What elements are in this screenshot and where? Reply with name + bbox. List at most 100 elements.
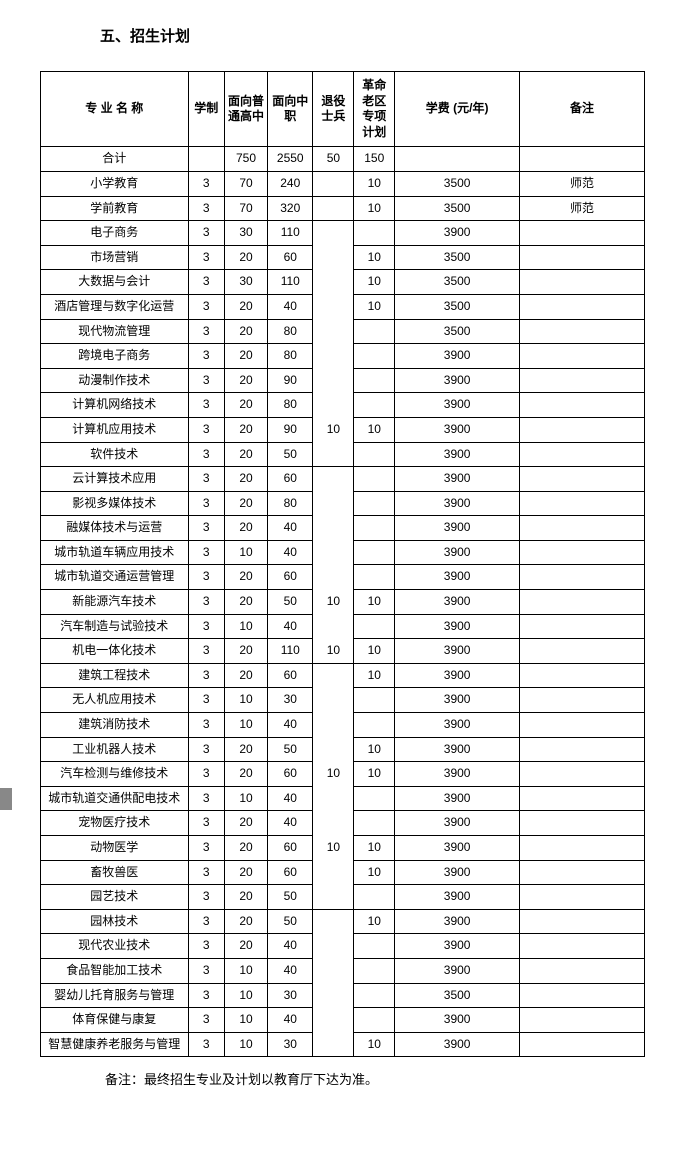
cell-note	[520, 885, 645, 910]
cell-special	[354, 540, 395, 565]
cell-note	[520, 245, 645, 270]
cell-highschool: 20	[224, 516, 267, 541]
table-row: 电子商务3301103900	[41, 221, 645, 246]
cell-veteran	[313, 491, 354, 516]
cell-xuezhi: 3	[188, 565, 224, 590]
cell-highschool: 20	[224, 811, 267, 836]
cell-fee: 3900	[395, 958, 520, 983]
footnote: 备注：最终招生专业及计划以教育厅下达为准。	[105, 1069, 645, 1088]
cell-fee: 3900	[395, 221, 520, 246]
header-note: 备注	[520, 72, 645, 147]
table-row: 云计算技术应用320603900	[41, 467, 645, 492]
table-row: 新能源汽车技术3205010103900	[41, 590, 645, 615]
cell-special: 10	[354, 737, 395, 762]
cell-highschool: 20	[224, 639, 267, 664]
cell-xuezhi: 3	[188, 590, 224, 615]
cell-veteran	[313, 688, 354, 713]
table-row: 计算机网络技术320803900	[41, 393, 645, 418]
cell-special: 10	[354, 294, 395, 319]
cell-xuezhi: 3	[188, 196, 224, 221]
cell-highschool: 10	[224, 1008, 267, 1033]
cell-highschool: 10	[224, 1032, 267, 1057]
cell-major: 城市轨道交通运营管理	[41, 565, 189, 590]
table-row: 汽车检测与维修技术3206010103900	[41, 762, 645, 787]
cell-vocational: 30	[268, 688, 313, 713]
cell-highschool: 20	[224, 860, 267, 885]
header-fee: 学费 (元/年)	[395, 72, 520, 147]
table-row: 食品智能加工技术310403900	[41, 958, 645, 983]
cell-xuezhi: 3	[188, 663, 224, 688]
cell-special	[354, 565, 395, 590]
cell-vocational: 80	[268, 319, 313, 344]
cell-fee: 3900	[395, 663, 520, 688]
cell-vocational: 60	[268, 762, 313, 787]
cell-veteran	[313, 811, 354, 836]
cell-highschool: 20	[224, 565, 267, 590]
cell-highschool: 20	[224, 467, 267, 492]
side-marker	[0, 788, 12, 810]
cell-xuezhi: 3	[188, 467, 224, 492]
cell-fee: 3900	[395, 491, 520, 516]
cell-special	[354, 368, 395, 393]
cell-fee: 3900	[395, 639, 520, 664]
cell-veteran	[313, 540, 354, 565]
cell-major: 计算机网络技术	[41, 393, 189, 418]
cell-major: 汽车制造与试验技术	[41, 614, 189, 639]
cell-xuezhi: 3	[188, 294, 224, 319]
cell-special	[354, 958, 395, 983]
cell-vocational: 60	[268, 663, 313, 688]
cell-xuezhi: 3	[188, 958, 224, 983]
cell-vocational: 30	[268, 983, 313, 1008]
cell-vocational: 40	[268, 713, 313, 738]
table-row: 影视多媒体技术320803900	[41, 491, 645, 516]
cell-highschool: 20	[224, 393, 267, 418]
table-row: 宠物医疗技术320403900	[41, 811, 645, 836]
cell-veteran	[313, 983, 354, 1008]
table-row: 小学教育370240103500师范	[41, 171, 645, 196]
cell-highschool: 20	[224, 934, 267, 959]
cell-xuezhi: 3	[188, 811, 224, 836]
cell-xuezhi: 3	[188, 860, 224, 885]
cell-major: 工业机器人技术	[41, 737, 189, 762]
cell-special	[354, 516, 395, 541]
cell-veteran	[313, 516, 354, 541]
cell-special	[354, 491, 395, 516]
cell-veteran	[313, 442, 354, 467]
table-row: 无人机应用技术310303900	[41, 688, 645, 713]
cell-xuezhi: 3	[188, 614, 224, 639]
table-row: 融媒体技术与运营320403900	[41, 516, 645, 541]
cell-vocational: 40	[268, 934, 313, 959]
cell-major: 动物医学	[41, 836, 189, 861]
header-vocational: 面向中职	[268, 72, 313, 147]
cell-special	[354, 811, 395, 836]
cell-vocational: 50	[268, 442, 313, 467]
cell-highschool: 20	[224, 417, 267, 442]
cell-highschool: 10	[224, 786, 267, 811]
table-row: 建筑工程技术32060103900	[41, 663, 645, 688]
cell-note	[520, 491, 645, 516]
cell-special	[354, 344, 395, 369]
cell-highschool: 10	[224, 713, 267, 738]
cell-special	[354, 442, 395, 467]
cell-vocational: 40	[268, 614, 313, 639]
cell-special	[354, 885, 395, 910]
cell-vocational: 60	[268, 467, 313, 492]
cell-veteran	[313, 909, 354, 934]
cell-major: 软件技术	[41, 442, 189, 467]
cell-veteran	[313, 786, 354, 811]
cell-fee: 3900	[395, 811, 520, 836]
cell-xuezhi: 3	[188, 319, 224, 344]
cell-note	[520, 688, 645, 713]
cell-vocational: 40	[268, 294, 313, 319]
cell-major: 现代农业技术	[41, 934, 189, 959]
cell-major: 影视多媒体技术	[41, 491, 189, 516]
cell-veteran	[313, 860, 354, 885]
cell-veteran	[313, 713, 354, 738]
cell-special: 10	[354, 196, 395, 221]
cell-veteran: 10	[313, 417, 354, 442]
cell-xuezhi: 3	[188, 885, 224, 910]
cell-xuezhi: 3	[188, 221, 224, 246]
table-row: 酒店管理与数字化运营32040103500	[41, 294, 645, 319]
cell-note	[520, 811, 645, 836]
cell-fee: 3900	[395, 836, 520, 861]
